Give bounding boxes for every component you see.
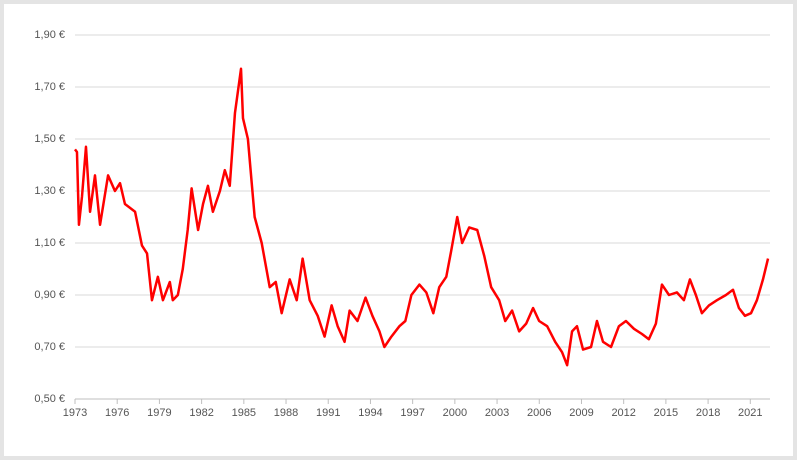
y-tick-label: 1,30 €	[34, 185, 65, 197]
x-tick-label: 2012	[611, 407, 635, 419]
x-tick-label: 1976	[105, 407, 129, 419]
x-tick-label: 1994	[358, 407, 382, 419]
x-tick-label: 2009	[569, 407, 593, 419]
y-tick-label: 1,70 €	[34, 81, 65, 93]
chart: 0,50 € 0,70 € 0,90 € 1,10 € 1,30 € 1,50 € 1,70…	[34, 29, 770, 419]
y-tick-label: 1,90 €	[34, 29, 65, 41]
x-tick-label: 1979	[147, 407, 171, 419]
x-tick-label: 1988	[274, 407, 298, 419]
data-line	[74, 67, 770, 367]
x-tick-label: 2003	[485, 407, 509, 419]
y-tick-label: 0,90 €	[34, 289, 65, 301]
y-tick-label: 1,50 €	[34, 133, 65, 145]
x-tick-label: 2000	[443, 407, 467, 419]
x-tick-label: 1982	[189, 407, 213, 419]
y-tick-label: 0,70 €	[34, 341, 65, 353]
x-tick-label: 1985	[232, 407, 256, 419]
y-tick-label: 1,10 €	[34, 237, 65, 249]
x-tick-label: 1991	[316, 407, 340, 419]
x-tick-label: 2015	[654, 407, 678, 419]
x-tick-label: 2006	[527, 407, 551, 419]
x-tick-label: 2018	[696, 407, 720, 419]
y-tick-label: 0,50 €	[34, 393, 65, 405]
x-tick-label: 1973	[63, 407, 87, 419]
x-tick-label: 1997	[400, 407, 424, 419]
x-tick-label: 2021	[738, 407, 762, 419]
